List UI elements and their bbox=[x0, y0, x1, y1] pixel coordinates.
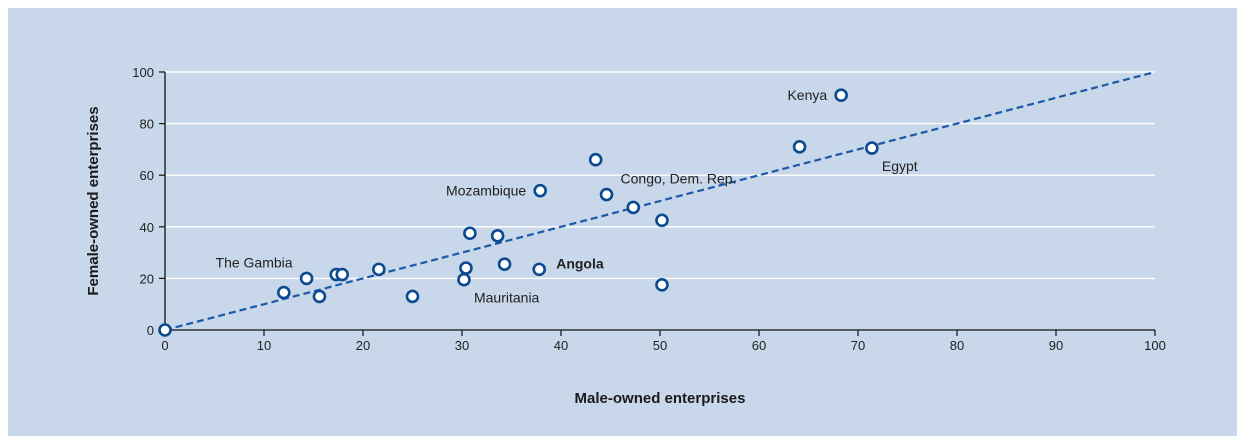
point-label-mauritania: Mauritania bbox=[474, 290, 540, 306]
trendline bbox=[164, 70, 1156, 332]
data-point bbox=[655, 278, 669, 292]
x-tick-label-100: 100 bbox=[1144, 338, 1166, 353]
point-label-congo-dem-rep: Congo, Dem. Rep. bbox=[621, 171, 737, 187]
data-point bbox=[405, 289, 420, 304]
data-point bbox=[497, 257, 512, 272]
x-tick-label-40: 40 bbox=[554, 338, 568, 353]
y-tick-label-20: 20 bbox=[140, 271, 154, 286]
x-tick-label-0: 0 bbox=[161, 338, 168, 353]
point-label-egypt: Egypt bbox=[882, 158, 918, 174]
data-point bbox=[372, 262, 386, 277]
y-tick-label-40: 40 bbox=[140, 220, 154, 235]
data-point bbox=[457, 272, 471, 287]
data-point bbox=[865, 141, 879, 155]
x-tick-label-30: 30 bbox=[455, 338, 469, 353]
point-label-angola: Angola bbox=[556, 255, 604, 271]
chart-panel bbox=[8, 8, 1237, 436]
data-point bbox=[588, 152, 603, 167]
data-point bbox=[792, 140, 807, 154]
data-point bbox=[834, 88, 848, 103]
y-tick-label-80: 80 bbox=[140, 117, 154, 132]
x-tick-label-80: 80 bbox=[950, 338, 964, 353]
axes: 0 20 40 60 80 100 0 10 20 30 40 50 60 70 80 90 100 bbox=[132, 65, 1166, 353]
y-tick-label-60: 60 bbox=[140, 168, 154, 183]
data-point bbox=[299, 271, 314, 286]
x-axis-title: Male-owned enterprises bbox=[575, 390, 746, 407]
data-point bbox=[459, 261, 473, 275]
x-tick-label-10: 10 bbox=[257, 338, 271, 353]
point-label-mozambique: Mozambique bbox=[446, 183, 526, 199]
x-tick-label-50: 50 bbox=[653, 338, 667, 353]
data-point bbox=[655, 213, 669, 228]
point-labels: The Gambia Mauritania Angola Mozambique Cong… bbox=[216, 87, 918, 305]
x-tick-label-20: 20 bbox=[356, 338, 370, 353]
data-point bbox=[532, 262, 547, 277]
data-point bbox=[463, 226, 477, 241]
data-point bbox=[312, 289, 327, 304]
y-tick-label-0: 0 bbox=[147, 323, 154, 338]
x-tick-label-90: 90 bbox=[1049, 338, 1063, 353]
x-tick-label-60: 60 bbox=[752, 338, 766, 353]
trendline-group bbox=[164, 70, 1156, 332]
point-label-kenya: Kenya bbox=[787, 87, 827, 103]
data-point bbox=[626, 200, 641, 215]
data-point bbox=[158, 323, 172, 337]
data-point bbox=[599, 187, 614, 202]
x-tick-label-70: 70 bbox=[851, 338, 865, 353]
data-point bbox=[490, 229, 505, 243]
data-point bbox=[335, 267, 350, 282]
y-tick-label-100: 100 bbox=[132, 65, 154, 80]
data-point bbox=[276, 285, 291, 300]
data-point bbox=[533, 183, 548, 198]
y-axis-title: Female-owned enterprises bbox=[85, 106, 102, 295]
data-points bbox=[158, 88, 879, 337]
point-label-the-gambia: The Gambia bbox=[216, 254, 293, 270]
